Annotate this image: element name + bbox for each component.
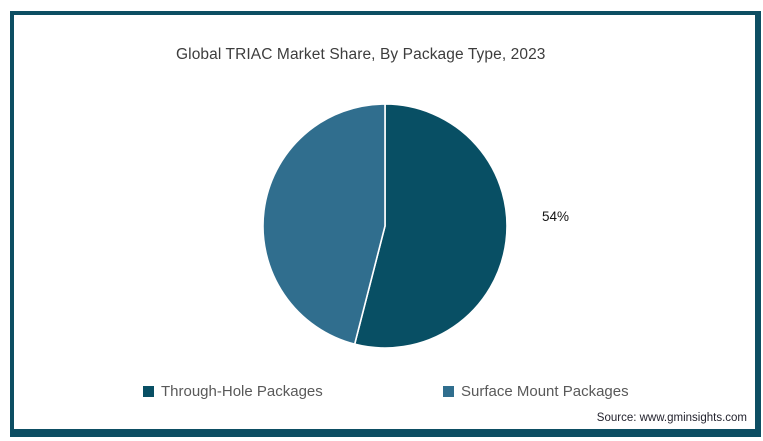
legend-label-through-hole: Through-Hole Packages bbox=[161, 382, 323, 400]
legend-item-through-hole: Through-Hole Packages bbox=[143, 381, 323, 401]
legend-item-surface-mount: Surface Mount Packages bbox=[443, 381, 629, 401]
source-attribution: Source: www.gminsights.com bbox=[596, 412, 747, 424]
pie-slice-1 bbox=[262, 103, 386, 345]
legend-swatch-through-hole bbox=[143, 385, 154, 397]
pie-slice-0 bbox=[353, 103, 508, 349]
legend: Through-Hole Packages Surface Mount Pack… bbox=[14, 381, 755, 401]
chart-frame: Global TRIAC Market Share, By Package Ty… bbox=[10, 11, 761, 437]
pie-chart bbox=[262, 103, 508, 349]
legend-label-surface-mount: Surface Mount Packages bbox=[461, 382, 629, 400]
legend-swatch-surface-mount bbox=[443, 385, 454, 397]
data-label-through-hole: 54% bbox=[542, 209, 570, 224]
chart-title: Global TRIAC Market Share, By Package Ty… bbox=[176, 46, 546, 63]
